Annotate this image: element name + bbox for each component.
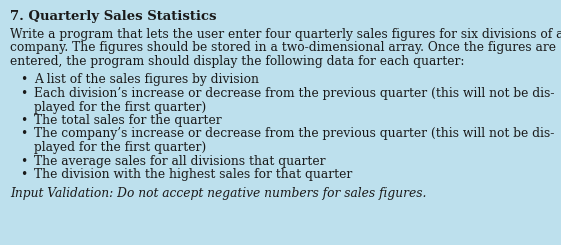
Text: Input Validation: Do not accept negative numbers for sales figures.: Input Validation: Do not accept negative…: [10, 186, 426, 199]
Text: •: •: [20, 155, 27, 168]
Text: The total sales for the quarter: The total sales for the quarter: [34, 114, 222, 127]
Text: •: •: [20, 114, 27, 127]
Text: Each division’s increase or decrease from the previous quarter (this will not be: Each division’s increase or decrease fro…: [34, 87, 554, 100]
Text: The division with the highest sales for that quarter: The division with the highest sales for …: [34, 168, 352, 181]
Text: A list of the sales figures by division: A list of the sales figures by division: [34, 74, 259, 86]
Text: entered, the program should display the following data for each quarter:: entered, the program should display the …: [10, 55, 465, 68]
Text: •: •: [20, 87, 27, 100]
Text: played for the first quarter): played for the first quarter): [34, 141, 206, 154]
Text: •: •: [20, 74, 27, 86]
Text: company. The figures should be stored in a two-dimensional array. Once the figur: company. The figures should be stored in…: [10, 41, 556, 54]
Text: Write a program that lets the user enter four quarterly sales figures for six di: Write a program that lets the user enter…: [10, 28, 561, 41]
Text: The average sales for all divisions that quarter: The average sales for all divisions that…: [34, 155, 325, 168]
Text: •: •: [20, 168, 27, 181]
Text: 7. Quarterly Sales Statistics: 7. Quarterly Sales Statistics: [10, 10, 217, 23]
Text: •: •: [20, 127, 27, 140]
Text: played for the first quarter): played for the first quarter): [34, 100, 206, 113]
Text: The company’s increase or decrease from the previous quarter (this will not be d: The company’s increase or decrease from …: [34, 127, 554, 140]
